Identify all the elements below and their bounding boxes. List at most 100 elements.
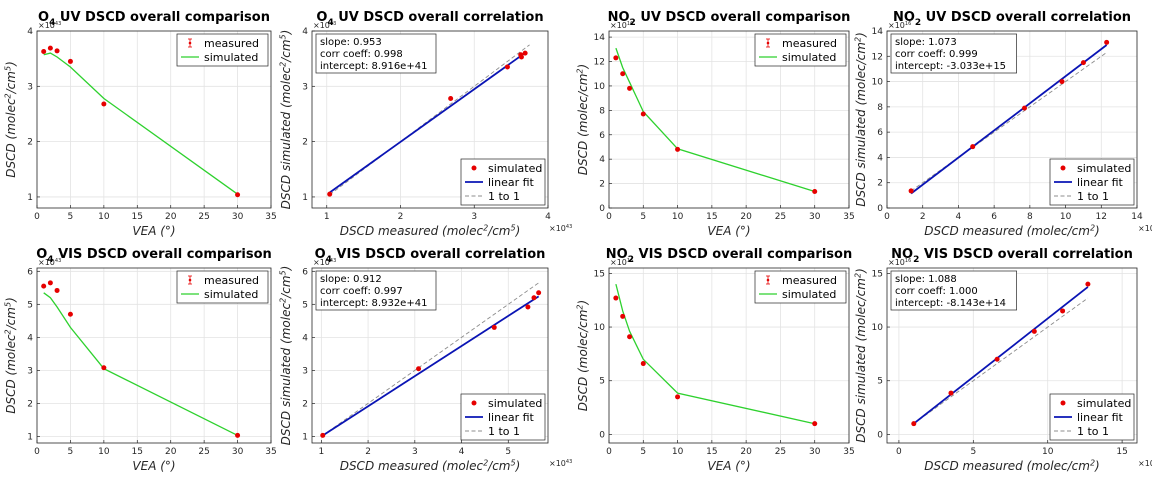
measured-point: [101, 365, 107, 371]
x-tick-label: 35: [265, 212, 276, 222]
x-tick-label: 10: [672, 447, 684, 457]
plot-data: [613, 283, 818, 427]
y-tick-label: 0: [877, 430, 883, 440]
x-tick-label: 1: [324, 212, 330, 222]
x-axis-label: VEA (°): [707, 224, 750, 238]
x-tick-label: 25: [198, 447, 209, 457]
x-tick-label: 15: [132, 212, 143, 222]
plot-frame: [311, 267, 549, 444]
measured-point: [620, 71, 626, 77]
y-axis-label: DSCD (molec/cm2​): [575, 64, 590, 175]
x-tick-label: 30: [809, 212, 821, 222]
x-tick-label: 8: [1027, 212, 1033, 222]
simulated-point: [1104, 39, 1110, 45]
legend-box: [754, 33, 847, 67]
stats-line: corr coeff: 0.997: [320, 286, 403, 297]
stats-line: intercept: 8.916e+41: [320, 61, 427, 72]
x-tick-label: 5: [970, 447, 976, 457]
x-tick-label: 1: [318, 447, 324, 457]
y-tick-label: 4: [27, 333, 33, 343]
y-tick-label: 0: [877, 204, 883, 214]
x-tick-label: 25: [775, 212, 786, 222]
measured-point: [67, 311, 73, 317]
y-tick-label: 6: [599, 131, 605, 141]
legend-box: [176, 270, 269, 304]
plot-frame: [608, 30, 850, 209]
measured-point: [675, 394, 681, 400]
simulated-point: [522, 50, 528, 56]
simulated-point: [518, 54, 524, 60]
y-tick-label: 15: [872, 269, 883, 279]
stats-box: [890, 33, 1017, 74]
y-tick-label: 5: [599, 377, 605, 387]
simulated-line: [615, 47, 815, 193]
y-tick-label: 8: [877, 103, 883, 113]
plot-data: [327, 44, 530, 197]
y-tick-label: 15: [594, 269, 605, 279]
y-tick-label: 2: [302, 399, 308, 409]
x-tick-label: 4: [545, 212, 551, 222]
x-tick-label: 20: [740, 212, 752, 222]
y-axis-label: DSCD (molec2​/cm5​): [3, 61, 18, 178]
measured-point: [47, 280, 53, 286]
y-exponent-label: ×1043​: [313, 21, 336, 30]
x-tick-label: 15: [706, 212, 717, 222]
simulated-point: [1085, 281, 1091, 287]
legend-marker: [766, 41, 770, 45]
x-tick-label: 4: [459, 447, 465, 457]
chart-title: O4​ VIS DSCD overall correlation: [315, 247, 546, 265]
y-tick-label: 6: [877, 128, 883, 138]
plot-data: [911, 281, 1091, 427]
y-tick-label: 3: [27, 366, 33, 376]
x-axis-label: DSCD measured (molec2​/cm5​): [340, 223, 521, 238]
y-tick-label: 2: [877, 179, 883, 189]
y-tick-label: 1: [27, 432, 33, 442]
x-tick-label: 30: [809, 447, 821, 457]
plot-frame: [886, 267, 1138, 444]
legend-label: simulated: [1077, 397, 1131, 410]
y-exponent-label: ×1043​: [38, 258, 61, 267]
x-exponent-label: ×1043​: [549, 459, 572, 468]
y-tick-label: 10: [872, 323, 884, 333]
y-exponent-label: ×1016​: [888, 21, 911, 30]
y-tick-label: 4: [302, 27, 308, 37]
chart-title: O4​ UV DSCD overall correlation: [316, 10, 543, 28]
stats-line: slope: 1.088: [895, 274, 957, 285]
x-tick-label: 0: [606, 447, 612, 457]
x-tick-label: 30: [232, 447, 244, 457]
x-axis-label: VEA (°): [132, 224, 175, 238]
legend-marker: [471, 400, 477, 406]
x-axis-label: VEA (°): [132, 459, 175, 473]
legend-marker: [188, 41, 192, 45]
x-tick-label: 10: [1060, 212, 1072, 222]
y-tick-label: 1: [302, 432, 308, 442]
chart-title: NO2​ UV DSCD overall correlation: [893, 10, 1131, 28]
simulated-point: [1080, 60, 1086, 66]
x-tick-label: 3: [412, 447, 418, 457]
y-exponent-label: ×1043​: [38, 21, 61, 30]
x-tick-label: 0: [34, 212, 40, 222]
measured-point: [41, 48, 47, 54]
simulated-point: [1022, 105, 1027, 111]
legend-label: simulated: [488, 397, 542, 410]
chart-o4-vis-comparison: 0 5 10 15 20 25 30 35 1 2 3 4 5 6 ×1043​O4​ VIS DSCD o…: [3, 247, 276, 473]
y-tick-label: 1: [27, 193, 33, 203]
chart-title: O4​ VIS DSCD overall comparison: [36, 247, 272, 265]
plot-frame: [886, 30, 1138, 209]
legend-label: simulated: [782, 51, 836, 64]
y-tick-label: 3: [27, 82, 33, 92]
simulated-point: [970, 144, 976, 150]
plot-frame: [36, 267, 272, 444]
chart-no2-uv-comparison: 0 5 10 15 20 25 30 35 0 2 4 6 8 10 12 14 ×1016​NO2​ UV D…: [575, 10, 854, 238]
stats-line: corr coeff: 0.999: [895, 49, 978, 60]
legend-label: simulated: [782, 288, 836, 301]
x-tick-label: 10: [98, 447, 110, 457]
y-tick-label: 14: [872, 27, 884, 37]
y-axis-label: DSCD simulated (molec2​/cm5​): [278, 266, 293, 446]
legend-label: simulated: [488, 162, 542, 175]
y-tick-label: 3: [302, 366, 308, 376]
measured-point: [54, 48, 60, 54]
